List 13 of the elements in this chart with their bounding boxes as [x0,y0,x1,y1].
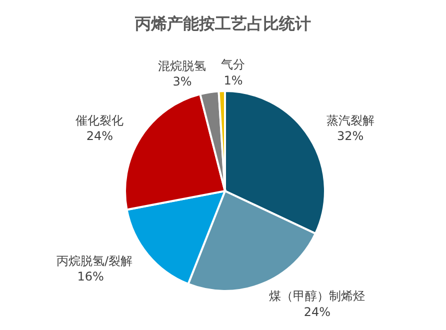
data-label: 24% [86,128,114,143]
data-label: 16% [77,270,104,284]
data-label: 1% [224,73,243,88]
slice-label: 气分 [221,58,246,72]
chart-title: 丙烯产能按工艺占比统计 [134,13,312,35]
slice-label: 混烷脱氢 [158,59,206,74]
data-label: 24% [304,304,331,319]
slice-label: 煤（甲醇）制烯烃 [269,289,366,304]
data-label: 32% [336,128,364,143]
data-label: 3% [172,74,192,89]
slice-label: 催化裂化 [76,113,124,128]
slice-label: 丙烷脱氢/裂解 [56,254,133,268]
slice-label: 蒸汽裂解 [326,113,374,128]
